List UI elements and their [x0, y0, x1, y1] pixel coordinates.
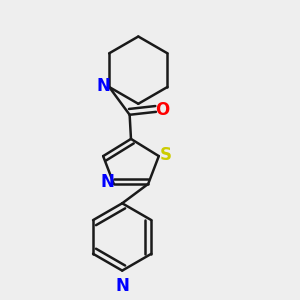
Text: O: O: [155, 101, 170, 119]
Text: N: N: [100, 173, 114, 191]
Text: N: N: [115, 277, 129, 295]
Text: S: S: [160, 146, 172, 164]
Text: N: N: [97, 76, 111, 94]
